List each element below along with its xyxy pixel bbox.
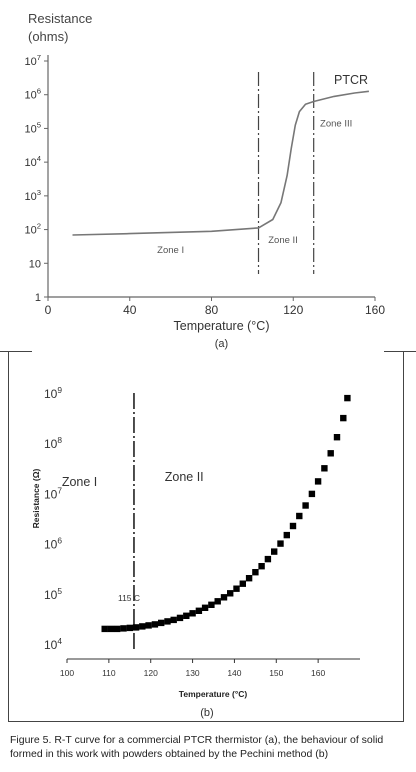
data-point-b-24: [252, 569, 259, 576]
panel-border-left: [8, 352, 9, 722]
data-point-b-21: [233, 585, 240, 592]
y-tick-label-a-6: 106: [24, 87, 41, 102]
data-point-b-16: [201, 604, 209, 611]
data-point-b-7: [145, 622, 152, 629]
data-point-b-1: [107, 625, 115, 633]
data-point-b-31: [296, 512, 303, 520]
data-point-b-38: [340, 414, 347, 422]
data-point-b-22: [239, 580, 246, 587]
data-point-b-20: [227, 590, 234, 597]
x-tick-label-a-3: 120: [283, 303, 303, 317]
y-tick-label-a-0: 1: [35, 292, 41, 304]
y-tick-label-b-0: 104: [44, 636, 62, 652]
x-tick-label-b-6: 160: [311, 668, 325, 678]
transition-label-b: 115 C: [118, 593, 140, 603]
zone-label-a-1: Zone II: [268, 235, 298, 246]
zone-label-b-0: Zone I: [62, 475, 97, 489]
data-point-b-0: [101, 625, 108, 633]
data-point-b-2: [114, 625, 121, 633]
x-tick-label-a-2: 80: [205, 303, 219, 317]
data-point-b-36: [327, 450, 334, 457]
x-tick-label-b-4: 140: [227, 668, 241, 678]
chart-a: Resistance (ohms) 1 10 102 103 104 105 106 107 0 40…: [24, 11, 385, 350]
y-tick-label-a-4: 104: [24, 154, 41, 169]
data-point-b-3: [120, 625, 127, 632]
x-tick-label-a-4: 160: [365, 303, 385, 317]
data-point-b-30: [289, 522, 297, 530]
zone-label-b-1: Zone II: [165, 470, 204, 484]
y-tick-label-a-3: 103: [24, 188, 41, 203]
data-point-b-26: [264, 555, 272, 563]
ylabel-a-line1: Resistance: [28, 11, 92, 26]
y-tick-label-b-4: 108: [44, 435, 62, 451]
data-point-b-11: [170, 616, 177, 624]
data-point-b-13: [183, 612, 190, 619]
data-point-b-28: [277, 540, 284, 547]
data-point-b-17: [208, 601, 215, 608]
series-line-a: [72, 90, 369, 236]
data-point-b-15: [195, 607, 203, 614]
zone-label-a-2: Zone III: [320, 119, 352, 130]
y-tick-label-a-5: 105: [24, 120, 41, 135]
series-label-a: PTCR: [334, 73, 368, 87]
data-point-b-6: [139, 623, 146, 630]
data-point-b-4: [126, 624, 133, 632]
y-tick-label-a-2: 102: [24, 222, 41, 237]
y-tick-label-a-7: 107: [24, 53, 41, 68]
data-point-b-25: [258, 563, 265, 570]
data-point-b-37: [333, 434, 341, 441]
figure-caption: Figure 5. R-T curve for a commercial PTC…: [10, 734, 384, 760]
ylabel-b: Resistance (Ω): [31, 468, 41, 528]
zone-label-a-0: Zone I: [157, 245, 184, 256]
y-tick-label-a-1: 10: [29, 258, 41, 270]
data-point-b-34: [314, 478, 322, 485]
panel-label-a: (a): [215, 338, 228, 350]
data-point-b-32: [302, 502, 309, 509]
x-tick-label-b-3: 130: [185, 668, 199, 678]
x-tick-label-b-1: 110: [102, 668, 116, 678]
data-point-b-19: [220, 594, 228, 601]
data-point-b-27: [271, 548, 278, 555]
y-tick-label-b-3: 107: [44, 485, 62, 501]
x-tick-label-b-0: 100: [60, 668, 74, 678]
data-point-b-12: [176, 614, 184, 622]
panel-label-b: (b): [200, 707, 213, 719]
data-point-b-14: [189, 610, 196, 617]
x-tick-label-a-1: 40: [123, 303, 137, 317]
panel-divider-left: [0, 351, 32, 352]
x-tick-label-b-5: 150: [269, 668, 283, 678]
panel-divider-right: [384, 351, 416, 352]
data-point-b-29: [283, 531, 290, 539]
data-point-b-8: [151, 621, 159, 628]
panel-border-right: [403, 352, 404, 722]
data-point-b-9: [158, 619, 165, 627]
x-tick-label-b-2: 120: [144, 668, 158, 678]
data-point-b-10: [164, 618, 171, 625]
y-tick-label-b-1: 105: [44, 586, 62, 602]
data-point-b-39: [344, 394, 351, 402]
data-point-b-5: [132, 624, 140, 631]
data-point-b-23: [245, 575, 253, 582]
xlabel-a: Temperature (°C): [174, 319, 270, 333]
y-tick-label-b-5: 109: [44, 385, 62, 401]
data-point-b-35: [321, 465, 328, 472]
panel-border-bottom: [8, 721, 404, 722]
ylabel-a-line2: (ohms): [28, 29, 68, 44]
y-tick-label-b-2: 106: [44, 536, 62, 552]
xlabel-b: Temperature (°C): [179, 689, 248, 699]
data-point-b-33: [308, 490, 316, 498]
data-point-b-18: [214, 598, 221, 605]
x-tick-label-a-0: 0: [45, 303, 52, 317]
